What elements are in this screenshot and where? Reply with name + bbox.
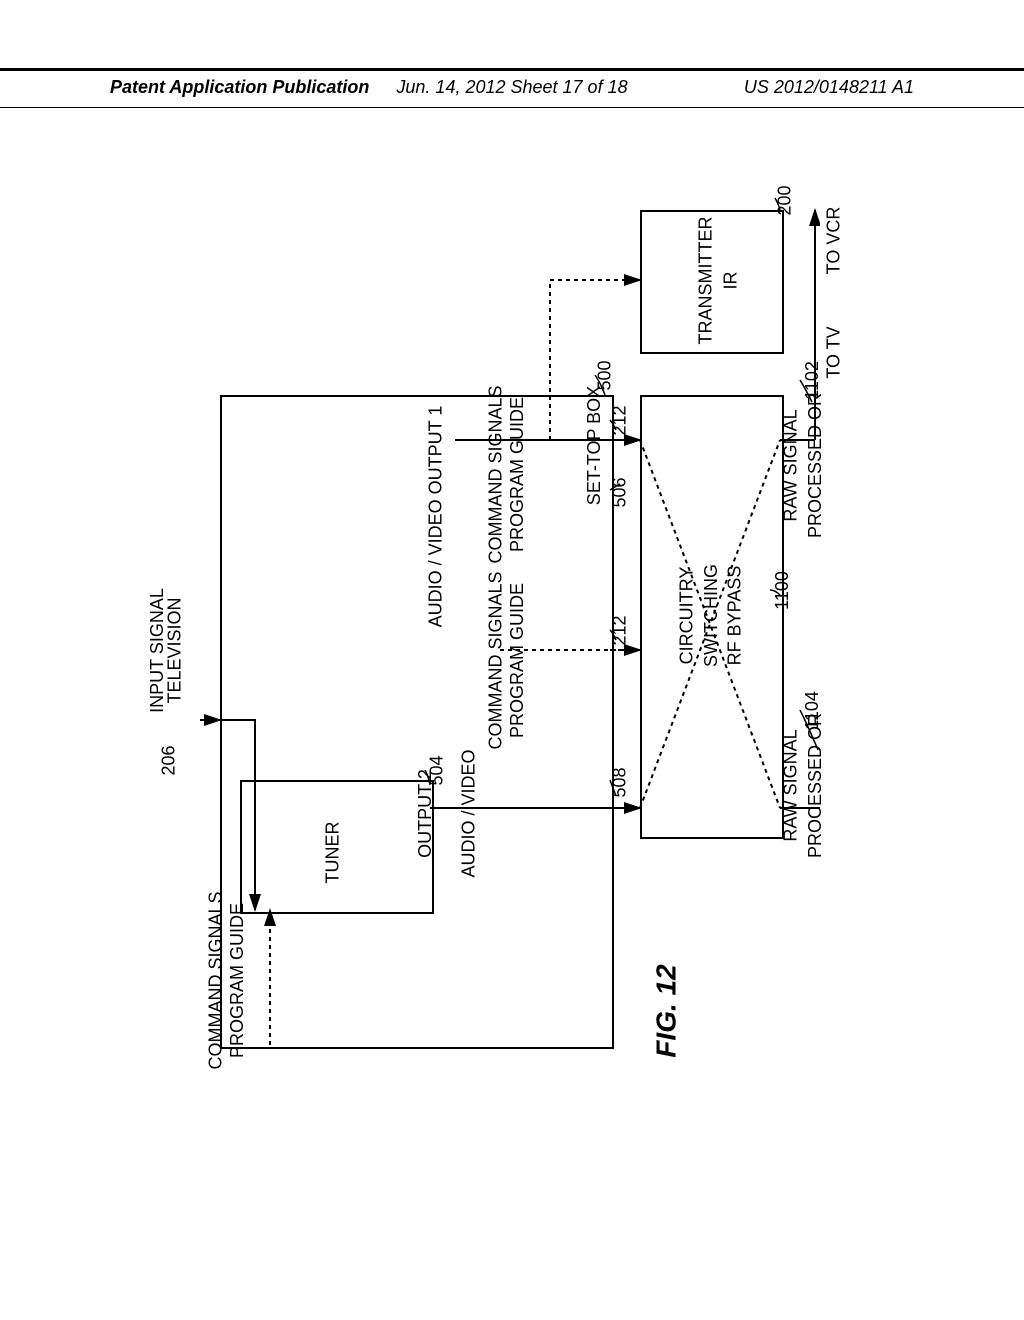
out-vcr-dest: TO VCR [823,207,844,275]
arrows-overlay [200,170,820,1070]
header-right: US 2012/0148211 A1 [744,77,914,98]
out-tv-dest: TO TV [824,326,845,378]
header-left: Patent Application Publication [110,77,369,98]
header-center: Jun. 14, 2012 Sheet 17 of 18 [396,77,627,98]
tv-input-2: INPUT SIGNAL [147,588,168,713]
page-header: Patent Application Publication Jun. 14, … [0,68,1024,108]
ref-206: 206 [159,745,180,775]
diagram: SET-TOP BOX 500 TUNER 504 IR TRANSMITTER… [200,170,820,1070]
